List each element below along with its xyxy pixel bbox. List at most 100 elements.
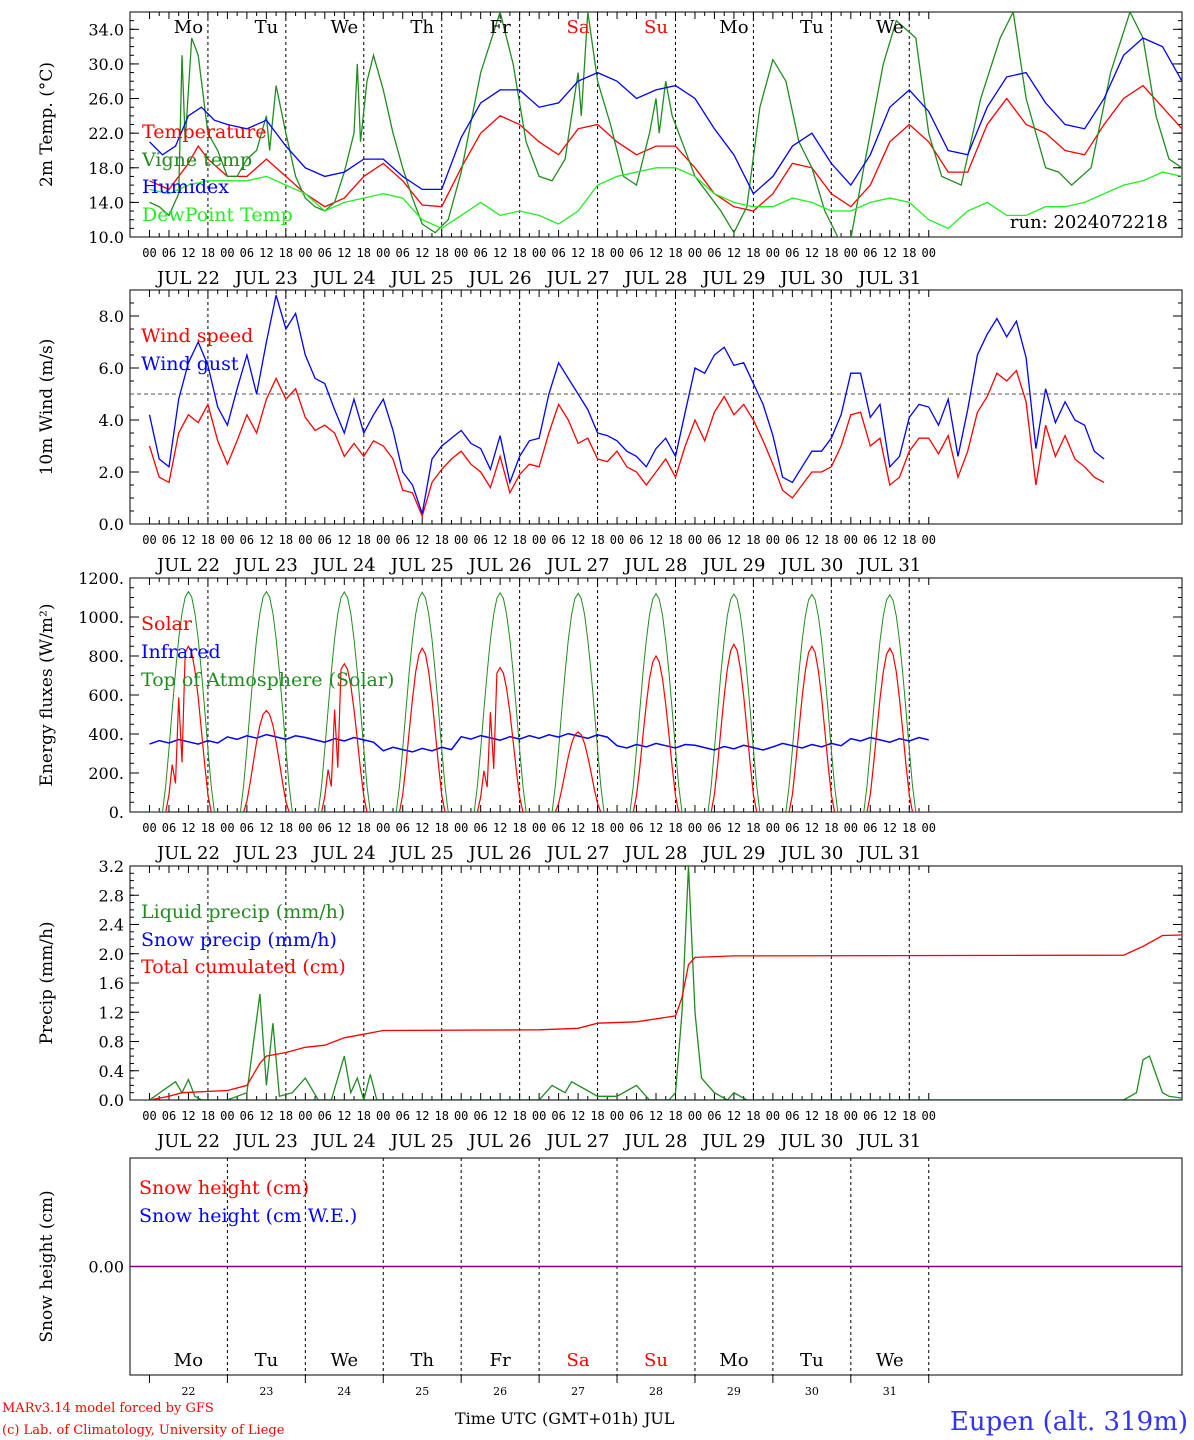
date-label: JUL 31 [856,1131,921,1152]
day-of-week-label: Th [410,1350,434,1371]
date-label: JUL 26 [467,1131,532,1152]
hour-tick-label: 00 [688,246,702,260]
panels: 00 06 12 18 00 06 12 18 00 06 12 18 00 06 12 18 00 06 12 18… [37,11,1183,1398]
date-label: JUL 30 [778,268,843,289]
date-label: JUL 22 [155,1131,220,1152]
hour-tick-label: 12 [415,533,429,547]
day-of-week-label: Fr [490,17,511,38]
y-tick-label: 200. [88,764,124,783]
hour-tick-label: 18 [590,821,604,835]
hour-tick-label: 18 [824,821,838,835]
hour-tick-label: 06 [863,246,877,260]
y-tick-label: 0. [109,803,124,822]
date-label: JUL 30 [778,843,843,864]
hour-tick-label: 12 [727,533,741,547]
date-label: JUL 27 [545,843,610,864]
hour-tick-label: 06 [629,533,643,547]
hour-tick-label: 00 [454,246,468,260]
day-of-week-label: Fr [490,1350,511,1371]
hour-tick-label: 00 [532,533,546,547]
hour-tick-label: 18 [512,533,526,547]
legend-entry: Wind gust [141,353,239,375]
hour-tick-label: 18 [746,1109,760,1123]
hour-tick-label: 06 [551,246,565,260]
hour-tick-label: 00 [376,821,390,835]
hour-tick-label: 18 [357,246,371,260]
hour-tick-label: 18 [201,821,215,835]
hour-tick-label: 18 [668,821,682,835]
hour-tick-label: 12 [571,821,585,835]
legend-entry: Snow height (cm W.E.) [139,1205,357,1227]
hour-tick-label: 00 [688,1109,702,1123]
hour-tick-label: 06 [473,533,487,547]
date-label: JUL 27 [545,555,610,576]
hour-tick-label: 12 [415,1109,429,1123]
y-tick-label: 18.0 [88,159,124,178]
legend-entry: Vigne temp [141,149,252,171]
date-label: JUL 25 [389,1131,454,1152]
hour-tick-label: 06 [785,533,799,547]
hour-tick-label: 00 [766,821,780,835]
hour-tick-label: 12 [259,533,273,547]
run-label: run: 2024072218 [1010,212,1168,233]
date-label: JUL 29 [700,843,765,864]
hour-tick-label: 06 [629,821,643,835]
y-tick-label: 30.0 [88,55,124,74]
hour-tick-label: 12 [727,821,741,835]
hour-tick-label: 12 [493,246,507,260]
date-label: JUL 26 [467,843,532,864]
hour-tick-label: 06 [707,533,721,547]
hour-tick-label: 18 [357,1109,371,1123]
hour-tick-label: 06 [318,1109,332,1123]
date-label: JUL 22 [155,843,220,864]
day-of-week-label: Mo [719,17,748,38]
hour-tick-label: 12 [337,1109,351,1123]
hour-tick-label: 18 [746,821,760,835]
date-label: JUL 24 [311,1131,376,1152]
series-line-wind-gust [148,295,1105,514]
hour-tick-label: 00 [454,821,468,835]
hour-tick-label: 12 [805,821,819,835]
station-label: Eupen (alt. 319m) [950,1407,1188,1437]
hour-tick-label: 06 [162,1109,176,1123]
date-label: JUL 29 [700,1131,765,1152]
hour-tick-label: 00 [142,246,156,260]
hour-tick-label: 18 [902,1109,916,1123]
date-label: JUL 22 [155,555,220,576]
hour-tick-label: 12 [883,533,897,547]
hour-tick-label: 00 [376,533,390,547]
date-label: JUL 27 [545,1131,610,1152]
hour-tick-label: 06 [240,246,254,260]
hour-tick-label: 18 [590,1109,604,1123]
hour-tick-label: 12 [805,533,819,547]
hour-tick-label: 00 [688,821,702,835]
y-tick-label: 2.8 [99,886,124,905]
hour-tick-label: 12 [337,246,351,260]
hour-tick-label: 06 [162,246,176,260]
hour-tick-label: 12 [415,246,429,260]
date-label: JUL 30 [778,1131,843,1152]
y-tick-label: 1.6 [99,974,124,993]
hour-tick-label: 06 [785,1109,799,1123]
infrared-line [149,732,929,753]
hour-tick-label: 00 [610,246,624,260]
hour-tick-label: 12 [259,821,273,835]
day-of-week-label: Mo [174,1350,203,1371]
day-of-week-label: Sa [567,1350,590,1371]
legend-entry: Top of Atmosphere (Solar) [141,669,394,691]
hour-tick-label: 06 [551,1109,565,1123]
day-number-label: 31 [883,1385,897,1398]
plot-frame [129,577,1183,813]
date-label: JUL 26 [467,268,532,289]
hour-tick-label: 06 [551,533,565,547]
hour-tick-label: 06 [863,533,877,547]
series-line-vigne-temp [149,12,1182,237]
hour-tick-label: 18 [746,533,760,547]
day-of-week-label: Su [644,17,668,38]
day-of-week-label: Tu [255,17,279,38]
hour-tick-label: 06 [396,246,410,260]
hour-tick-label: 18 [201,1109,215,1123]
series-line-liquid-precip-mm-h- [149,866,1182,1100]
hour-tick-label: 00 [220,821,234,835]
y-tick-label: 800. [88,647,124,666]
